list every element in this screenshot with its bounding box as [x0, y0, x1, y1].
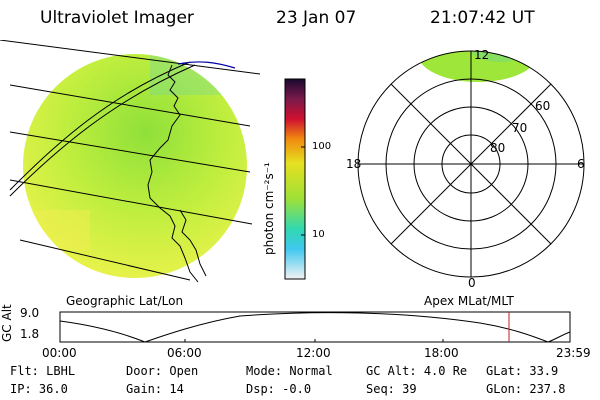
mlt-label-12: 12	[474, 48, 489, 62]
limb-arc	[177, 61, 236, 69]
time-tick-4: 23:59	[556, 346, 591, 360]
geo-grid	[0, 40, 260, 281]
date-label: 23 Jan 07	[276, 8, 357, 28]
status-gc-alt: GC Alt: 4.0 Re	[366, 364, 468, 378]
status-dsp: Dsp: -0.0	[246, 382, 312, 396]
status-ip: IP: 36.0	[10, 382, 68, 396]
colorbar-tick-100: 100	[312, 141, 332, 152]
time-label: 21:07:42 UT	[430, 8, 535, 28]
altitude-plot	[59, 311, 571, 343]
altitude-ymax: 9.0	[20, 306, 40, 320]
geographic-image	[0, 40, 260, 283]
time-tick-1: 06:00	[167, 346, 202, 360]
colorbar-unit-label: photon cm⁻²s⁻¹	[262, 162, 276, 255]
apex-label: Apex MLat/MLT	[424, 294, 514, 308]
polar-grid	[357, 50, 585, 278]
status-glat: GLat: 33.9	[486, 364, 559, 378]
time-tick-0: 00:00	[42, 346, 77, 360]
lat-label-80: 80	[490, 141, 505, 155]
colorbar-tick-10: 10	[312, 229, 325, 240]
status-door: Door: Open	[126, 364, 199, 378]
altitude-ymin: 1.8	[20, 327, 40, 341]
status-mode: Mode: Normal	[246, 364, 333, 378]
status-gain: Gain: 14	[126, 382, 184, 396]
lat-label-70: 70	[512, 121, 527, 135]
coastline	[147, 64, 207, 283]
mlt-label-6: 6	[577, 157, 585, 171]
instrument-title: Ultraviolet Imager	[40, 8, 194, 28]
status-seq: Seq: 39	[366, 382, 417, 396]
altitude-frame	[59, 311, 571, 343]
status-flt: Flt: LBHL	[10, 364, 76, 378]
polar-plot: 12 18 6 0 60 70 80	[346, 48, 585, 290]
altitude-curve	[59, 312, 571, 343]
lat-label-60: 60	[535, 99, 550, 113]
mlt-label-18: 18	[346, 157, 361, 171]
geographic-label: Geographic Lat/Lon	[66, 294, 184, 308]
time-tick-2: 12:00	[296, 346, 331, 360]
colorbar-scale	[284, 78, 306, 280]
mlt-label-0: 0	[468, 276, 476, 290]
time-tick-3: 18:00	[424, 346, 459, 360]
colorbar	[284, 78, 306, 280]
status-glon: GLon: 237.8	[486, 382, 566, 396]
